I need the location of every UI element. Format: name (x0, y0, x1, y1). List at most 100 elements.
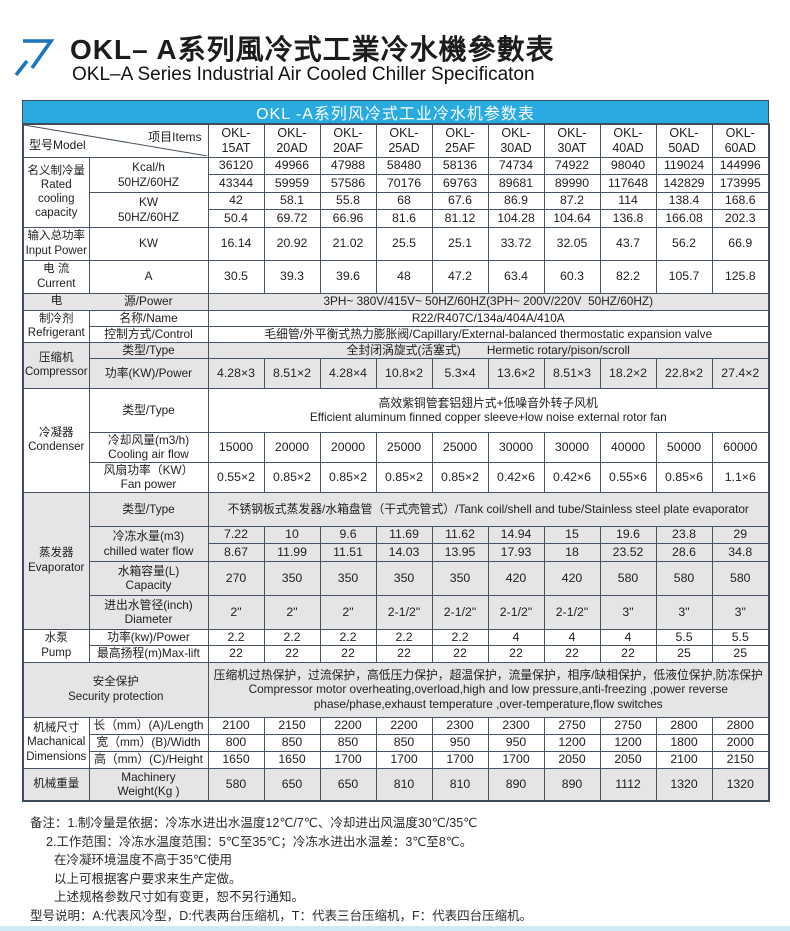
value-cell: 810 (375, 767, 433, 802)
value-cell: 74922 (543, 156, 601, 175)
table-row: 制冷剂 Refrigerant 名称/Name R22/R407C/134a/404A… (22, 309, 770, 343)
value-cell: 104.28 (487, 208, 545, 228)
value-cell: 89990 (543, 173, 601, 193)
value-cell: 580 (207, 767, 265, 802)
value-cell: 81.12 (431, 208, 489, 228)
value-cell: 2" (319, 594, 377, 630)
value-cell: 22.8×2 (655, 357, 713, 389)
value-cell: 39.6 (319, 259, 377, 294)
value-cell: 25 (655, 644, 713, 663)
corner-items-label: 项目Items (148, 130, 202, 145)
value-cell: 2.2 (263, 628, 321, 646)
value-cell: 1112 (599, 767, 657, 802)
value-cell: 42 (207, 191, 265, 210)
parameter-label-cell: 冷冻水量(m3) chilled water flow (88, 525, 209, 562)
value-cell: 0.85×2 (375, 461, 433, 493)
section-label-cell: 水泵 Pump (22, 628, 90, 663)
value-cell: 48 (375, 259, 433, 294)
value-cell: 0.85×2 (319, 461, 377, 493)
model-header-cell: OKL- 60AD (711, 123, 770, 158)
value-cell: 17.93 (487, 542, 545, 562)
value-cell: 98040 (599, 156, 657, 175)
note-line: 以上可根据客户要求来生产定做。 (54, 871, 242, 886)
value-cell: 34.8 (711, 542, 770, 562)
value-cell: 11.51 (319, 542, 377, 562)
value-cell: 0.55×2 (207, 461, 265, 493)
spec-table-block: OKL -A系列风冷式工业冷水机参数表 型号Model 项目Items OKL- 15… (22, 100, 770, 802)
value-cell: 21.02 (319, 226, 377, 261)
value-cell: 1320 (655, 767, 713, 802)
value-cell: 20000 (319, 431, 377, 463)
value-cell: 25000 (375, 431, 433, 463)
value-cell: 2800 (655, 716, 713, 735)
value-cell: 69.72 (263, 208, 321, 228)
bottom-strip (0, 926, 790, 931)
note-line: 2.工作范围：冷冻水温度范围：5℃至35℃；冷冻水进出水温差：3℃至8℃。 (46, 834, 473, 849)
value-cell: 50000 (655, 431, 713, 463)
table-row: 高（mm）(C)/Height 1650 1650 1700 1700 1700 1700 2… (23, 750, 770, 769)
parameter-label-cell: Machinery Weight(Kg ) (88, 767, 209, 802)
value-cell: 2000 (711, 733, 770, 752)
merged-value-cell: 全封闭涡旋式(活塞式) Hermetic rotary/pison/scroll (207, 341, 770, 359)
value-cell: 60.3 (543, 259, 601, 294)
value-cell: 8.51×2 (263, 357, 321, 389)
table-title-bar: OKL -A系列风冷式工业冷水机参数表 (22, 100, 769, 123)
value-cell: 0.42×6 (487, 461, 545, 493)
value-cell: 2200 (319, 716, 377, 735)
value-cell: 43344 (207, 173, 265, 193)
value-cell: 18 (543, 542, 601, 562)
value-cell: 3" (711, 594, 770, 630)
table-row: 43344 59959 57586 70176 69763 89681 89990 11764… (23, 173, 770, 193)
value-cell: 47988 (319, 156, 377, 175)
value-cell: 5.5 (711, 628, 770, 646)
parameter-label-cell: 宽（mm）(B)/Width (88, 733, 209, 752)
parameter-label-cell: 类型/Type (88, 341, 209, 359)
value-cell: 105.7 (655, 259, 713, 294)
value-cell: 4 (599, 628, 657, 646)
value-cell: 7.22 (207, 525, 265, 544)
table-row: 型号Model 项目Items OKL- 15AT OKL- 20AD OKL- 20AF OK… (22, 123, 770, 158)
value-cell: 4.28×3 (207, 357, 265, 389)
value-cell: 25000 (431, 431, 489, 463)
value-cell: 2.2 (319, 628, 377, 646)
table-row: 机械重量 Machinery Weight(Kg ) 580 650 650 810 810 8… (22, 767, 770, 802)
value-cell: 2750 (599, 716, 657, 735)
table-row: KW 50HZ/60HZ 42 58.1 55.8 68 67.6 86.9 87.2 114 13… (23, 191, 770, 228)
value-cell: 2" (207, 594, 265, 630)
value-cell: 10 (263, 525, 321, 544)
section-label-cell: 输入总功率 Input Power (22, 226, 90, 261)
value-cell: 15000 (207, 431, 265, 463)
parameter-label-cell: 长（mm）(A)/Length (88, 716, 209, 735)
table-row: 压缩机 Compressor 类型/Type 全封闭涡旋式(活塞式) Hermetic… (22, 341, 770, 389)
value-cell: 50.4 (207, 208, 265, 228)
merged-value-cell: 3PH~ 380V/415V~ 50HZ/60HZ(3PH~ 200V/220V… (207, 292, 770, 311)
table-row: 冷冻水量(m3) chilled water flow 7.22 10 9.6 11.69… (23, 525, 770, 562)
value-cell: 1650 (207, 750, 265, 769)
table-row: 蒸发器 Evaporator 类型/Type 不锈钢板式蒸发器/水箱盘管（干式壳管式）… (22, 491, 770, 630)
value-cell: 890 (487, 767, 545, 802)
value-cell: 18.2×2 (599, 357, 657, 389)
table-row: 电源/Power 3PH~ 380V/415V~ 50HZ/60HZ(3PH~ 2… (22, 292, 770, 311)
value-cell: 650 (263, 767, 321, 802)
value-cell: 22 (487, 644, 545, 663)
value-cell: 57586 (319, 173, 377, 193)
section-label-cell: 机械重量 (22, 767, 90, 802)
value-cell: 1700 (487, 750, 545, 769)
parameter-label-cell: 进出水管径(inch) Diameter (88, 594, 209, 630)
value-cell: 11.69 (375, 525, 433, 544)
value-cell: 580 (711, 560, 770, 596)
table-row: 机械尺寸 Machanical Dimensions 长（mm）(A)/Length 2… (22, 716, 770, 769)
section-label-cell: 压缩机 Compressor (22, 341, 90, 389)
parameter-label-cell: 功率(KW)/Power (88, 357, 209, 389)
value-cell: 43.7 (599, 226, 657, 261)
value-cell: 202.3 (711, 208, 770, 228)
parameter-label-cell: 功率(kw)/Power (88, 628, 209, 646)
value-cell: 47.2 (431, 259, 489, 294)
value-cell: 20000 (263, 431, 321, 463)
value-cell: 66.9 (711, 226, 770, 261)
value-cell: 22 (319, 644, 377, 663)
value-cell: 23.8 (655, 525, 713, 544)
table-row: 宽（mm）(B)/Width 800 850 850 850 950 950 1200 1200… (23, 733, 770, 752)
value-cell: 2300 (487, 716, 545, 735)
table-row: 控制方式/Control 毛细管/外平衡式热力膨胀阀/Capillary/Exte… (23, 325, 770, 343)
